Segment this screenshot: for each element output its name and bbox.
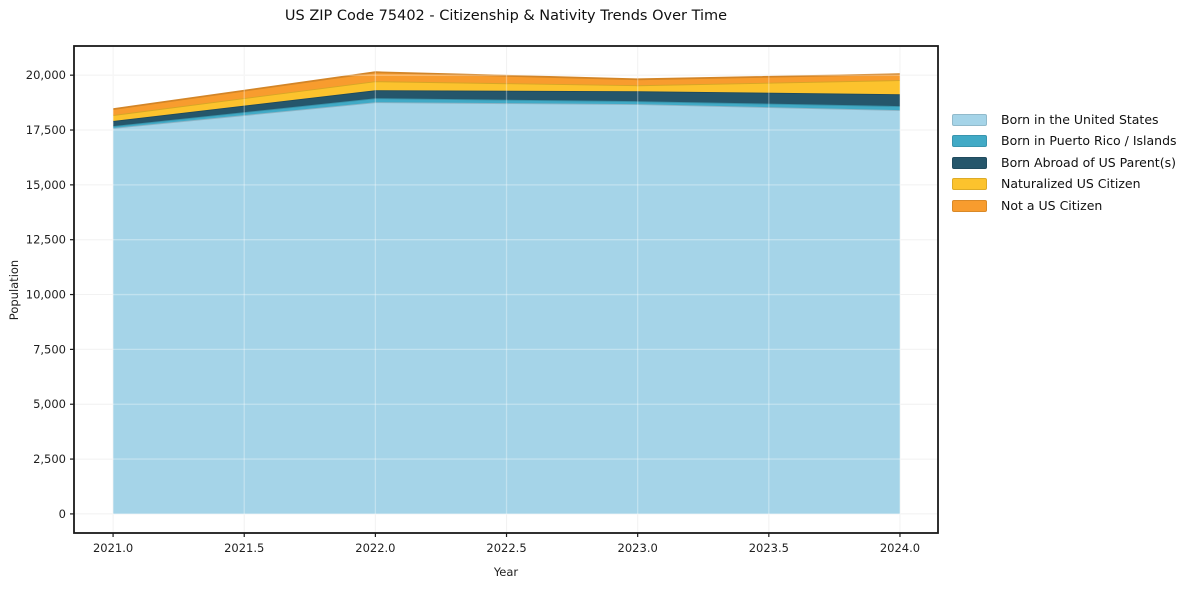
legend-swatch-born-abroad	[952, 156, 987, 169]
x-tick-label: 2021.5	[224, 541, 264, 555]
legend-item-naturalized: Naturalized US Citizen	[952, 174, 1177, 196]
y-tick-label: 12,500	[26, 233, 66, 247]
chart-title: US ZIP Code 75402 - Citizenship & Nativi…	[284, 8, 728, 24]
area-series-group	[112, 71, 901, 514]
x-tick-label: 2023.0	[618, 541, 658, 555]
y-tick-label: 0	[59, 507, 66, 521]
y-tick-label: 17,500	[26, 123, 66, 137]
legend-swatch-not-citizen	[952, 199, 987, 212]
tick-marks	[70, 74, 901, 537]
area-edge-1	[113, 97, 901, 127]
y-tick-label: 7,500	[33, 342, 66, 356]
x-tick-label: 2023.5	[749, 541, 789, 555]
legend-item-puerto-rico: Born in Puerto Rico / Islands	[952, 131, 1177, 153]
legend-swatch-puerto-rico	[952, 135, 987, 148]
tick-labels: 2021.0 2021.5 2022.0 2022.5 2023.0 2023.5 2024…	[26, 68, 920, 555]
y-tick-label: 20,000	[26, 68, 66, 82]
area-series-2	[113, 90, 901, 127]
y-axis-label: Population	[7, 259, 21, 321]
legend-swatch-naturalized	[952, 178, 987, 191]
legend-item-born-us: Born in the United States	[952, 109, 1177, 131]
legend-label: Born in the United States	[1001, 111, 1159, 127]
legend-label: Naturalized US Citizen	[1001, 176, 1141, 191]
area-edge-4	[112, 71, 901, 110]
area-series-0	[113, 102, 901, 514]
x-tick-label: 2021.0	[93, 541, 133, 555]
y-tick-label: 15,000	[26, 178, 66, 192]
legend-swatch-born-us	[952, 113, 987, 126]
legend-label: Not a US Citizen	[1001, 197, 1103, 213]
legend-label: Born Abroad of US Parent(s)	[1001, 154, 1176, 170]
x-tick-label: 2022.0	[355, 541, 395, 555]
x-tick-label: 2022.5	[486, 541, 526, 555]
y-tick-label: 10,000	[26, 288, 66, 302]
area-series-4	[113, 72, 901, 116]
legend: Born in the United States Born in Puerto…	[952, 109, 1177, 217]
legend-item-born-abroad: Born Abroad of US Parent(s)	[952, 152, 1177, 174]
y-tick-label: 5,000	[33, 397, 66, 411]
y-tick-label: 2,500	[33, 452, 66, 466]
x-tick-label: 2024.0	[880, 541, 920, 555]
gridlines-overlay	[74, 46, 938, 533]
x-axis-label: Year	[493, 565, 519, 579]
legend-label: Born in Puerto Rico / Islands	[1001, 133, 1177, 148]
legend-item-not-citizen: Not a US Citizen	[952, 195, 1177, 217]
